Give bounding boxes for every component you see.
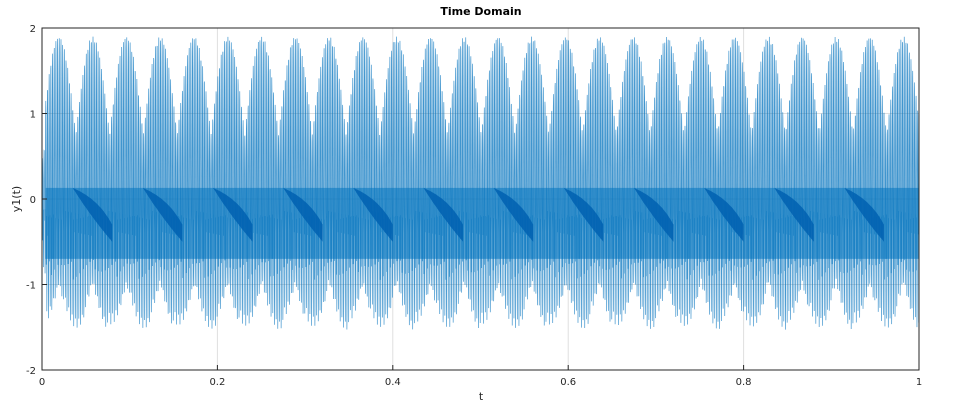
signal-wedge: [563, 187, 604, 242]
x-tick-label: 0.6: [560, 377, 576, 388]
signal-wedge: [423, 187, 463, 242]
signal-wedge: [142, 187, 183, 242]
signal-wedge: [72, 187, 113, 242]
y-tick-label: 1: [30, 110, 36, 121]
signal-wedge: [493, 187, 534, 242]
x-axis-label: t: [479, 390, 484, 403]
x-tick-label: 0.4: [385, 377, 401, 388]
x-tick-label: 0: [39, 377, 45, 388]
signal-wedge: [283, 187, 323, 242]
y-axis-label: y1(t): [10, 186, 23, 212]
signal-wedge: [213, 187, 253, 242]
x-tick-label: 1: [916, 377, 922, 388]
signal-wedge: [704, 187, 744, 242]
signal-wedge: [633, 187, 674, 242]
signal-wedge: [774, 187, 814, 242]
x-tick-label: 0.8: [736, 377, 752, 388]
y-tick-label: -2: [26, 366, 36, 377]
signal-wedge: [353, 187, 393, 242]
y-tick-label: 2: [30, 24, 36, 35]
dense-signal-band: [45, 187, 920, 259]
y-tick-label: 0: [30, 195, 36, 206]
x-tick-label: 0.2: [209, 377, 225, 388]
axes: 0 0.2 0.4 0.6 0.8 1 -2 -1 0 1 2: [26, 24, 922, 388]
y-tick-label: -1: [26, 281, 36, 292]
chart-title: Time Domain: [440, 5, 521, 18]
signal-wedge: [844, 187, 884, 242]
